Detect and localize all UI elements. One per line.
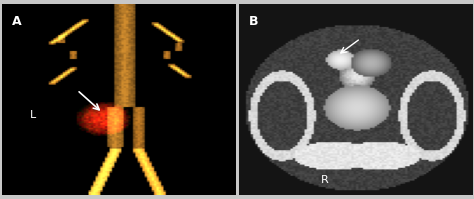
Text: R: R [321,175,329,185]
Text: B: B [249,16,258,28]
Text: A: A [12,16,21,28]
Text: L: L [30,110,36,120]
